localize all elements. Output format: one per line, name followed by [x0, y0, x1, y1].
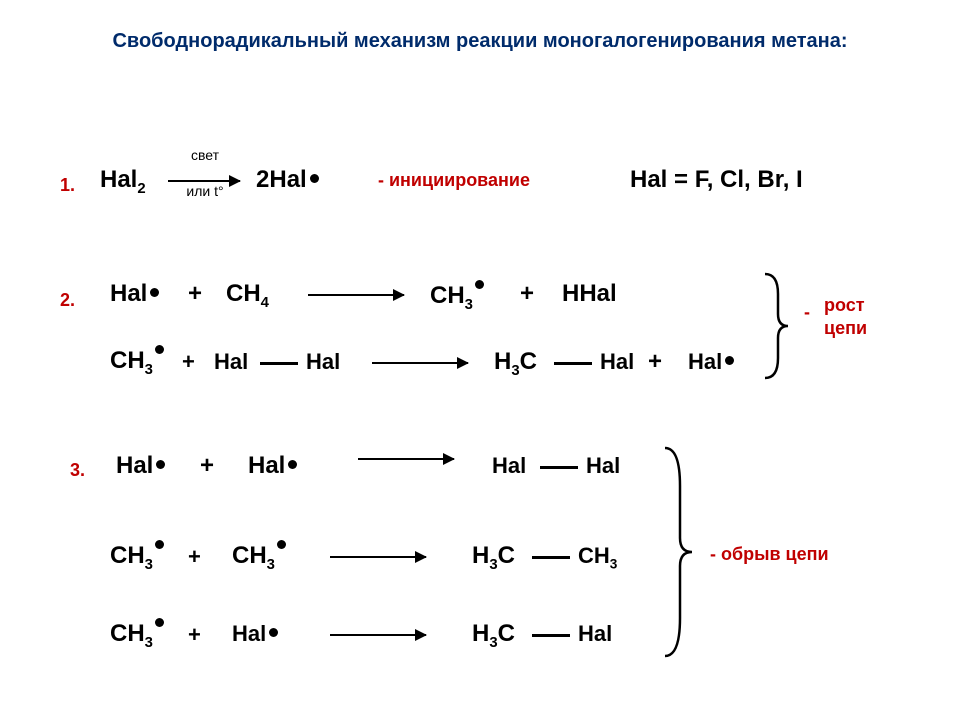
- condition-light: свет: [170, 148, 240, 163]
- step-2-label: рост цепи: [824, 294, 867, 339]
- arrow-step1: [168, 180, 240, 182]
- arrow-s3a: [358, 458, 454, 460]
- s3c-hal: Hal: [578, 621, 612, 647]
- s2a-ch3-rad: CH3: [430, 280, 484, 313]
- s2b-ch3-rad: CH3: [110, 345, 164, 378]
- s2a-hhal: HHal: [562, 280, 617, 308]
- diagram-canvas: Свободнорадикальный механизм реакции мон…: [0, 0, 960, 720]
- s3a-hal-rad1: Hal: [116, 452, 165, 480]
- radical-dot-icon: [725, 356, 734, 365]
- bond-s3a: [540, 466, 578, 469]
- radical-dot-icon: [269, 628, 278, 637]
- step-3-number: 3.: [70, 460, 85, 481]
- radical-dot-icon: [277, 540, 286, 549]
- s3c-ch3-rad: CH3: [110, 618, 164, 651]
- step-3-label: - обрыв цепи: [710, 544, 829, 565]
- bond-s2b-1: [260, 362, 298, 365]
- s2a-plus1: +: [188, 280, 202, 308]
- brace-step2: [760, 272, 790, 380]
- s3c-plus: +: [188, 622, 201, 648]
- arrow-s3c: [330, 634, 426, 636]
- s2b-plus2: +: [648, 348, 662, 376]
- s2b-hal-prod: Hal: [600, 349, 634, 375]
- arrow-s3b: [330, 556, 426, 558]
- s3c-h3c: H3C: [472, 620, 515, 651]
- radical-dot-icon: [475, 280, 484, 289]
- radical-dot-icon: [155, 345, 164, 354]
- arrow-s2a: [308, 294, 404, 296]
- step-2-dash: -: [804, 302, 810, 323]
- step-1-label: - инициирование: [378, 170, 530, 191]
- bond-s3c: [532, 634, 570, 637]
- radical-dot-icon: [310, 174, 319, 183]
- bond-s3b: [532, 556, 570, 559]
- s3a-hal-rad2: Hal: [248, 452, 297, 480]
- s3a-plus: +: [200, 452, 214, 480]
- diagram-title: Свободнорадикальный механизм реакции мон…: [0, 28, 960, 55]
- hal-definition: Hal = F, Cl, Br, I: [630, 166, 803, 194]
- step-2-label-text2: цепи: [824, 318, 867, 338]
- radical-dot-icon: [288, 460, 297, 469]
- s3a-hal-l: Hal: [492, 453, 526, 479]
- bond-s2b-2: [554, 362, 592, 365]
- s2b-hal-rad: Hal: [688, 349, 734, 375]
- s2a-hal-rad: Hal: [110, 280, 159, 308]
- step-1-number: 1.: [60, 175, 75, 196]
- brace-step3: [660, 446, 694, 658]
- s3a-hal-r: Hal: [586, 453, 620, 479]
- s2b-hal-l: Hal: [214, 349, 248, 375]
- radical-dot-icon: [156, 460, 165, 469]
- product-2hal-radical: 2Hal: [256, 166, 319, 194]
- step-2-label-text1: рост: [824, 295, 865, 315]
- s2b-hal-r: Hal: [306, 349, 340, 375]
- s3c-hal-rad: Hal: [232, 621, 278, 647]
- s3b-h3c: H3C: [472, 542, 515, 573]
- reactant-hal2: Hal2: [100, 166, 146, 197]
- s3b-ch3-rad1: CH3: [110, 540, 164, 573]
- radical-dot-icon: [155, 540, 164, 549]
- s2a-plus2: +: [520, 280, 534, 308]
- s3b-plus: +: [188, 544, 201, 570]
- s2a-ch4: CH4: [226, 280, 269, 311]
- s3b-ch3: CH3: [578, 543, 617, 571]
- arrow-s2b: [372, 362, 468, 364]
- s2b-plus1: +: [182, 349, 195, 375]
- s2b-h3c: H3C: [494, 348, 537, 379]
- s3b-ch3-rad2: CH3: [232, 540, 286, 573]
- radical-dot-icon: [155, 618, 164, 627]
- radical-dot-icon: [150, 288, 159, 297]
- step-2-number: 2.: [60, 290, 75, 311]
